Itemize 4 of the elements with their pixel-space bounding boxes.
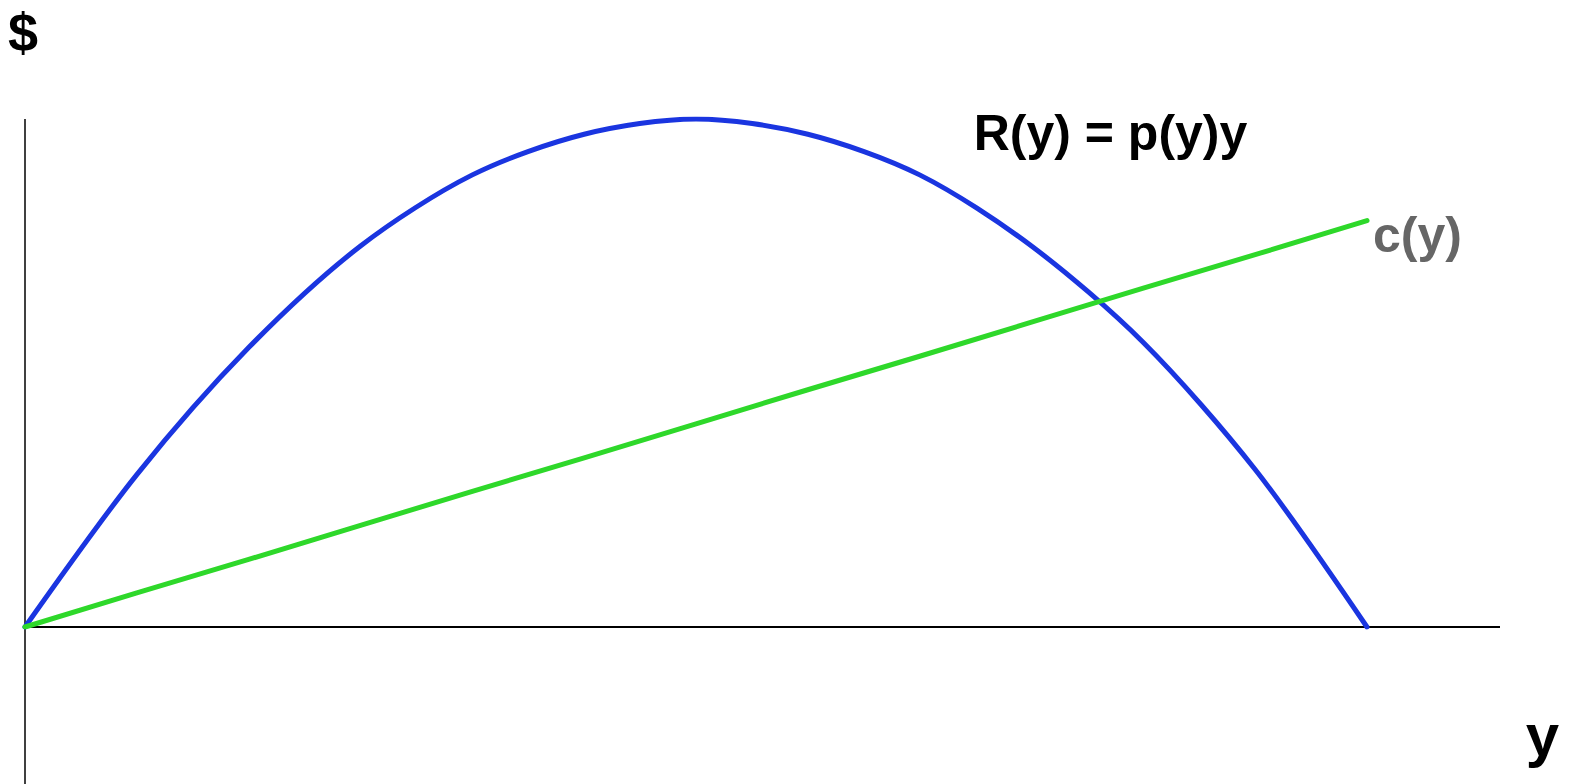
x-axis-title: y: [1525, 701, 1560, 769]
series-label: R(y) = p(y)y: [973, 104, 1248, 161]
series-label: c(y): [1373, 206, 1462, 263]
y-axis-title: $: [8, 2, 39, 62]
